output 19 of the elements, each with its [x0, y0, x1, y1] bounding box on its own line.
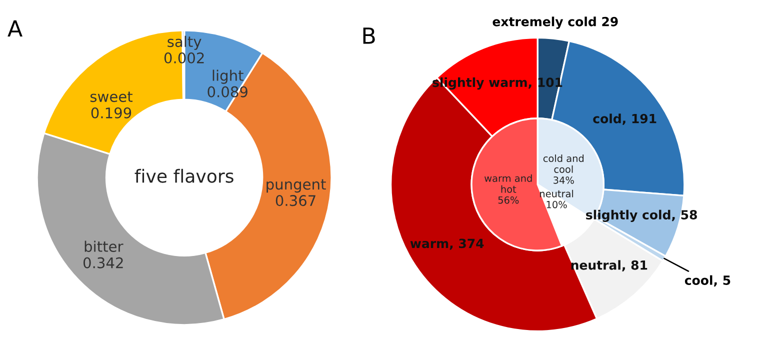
data-label: 0.367 — [276, 195, 316, 206]
data-label: extremely cold 29 — [492, 16, 618, 29]
data-label: slightly cold, 58 — [586, 210, 697, 222]
slice-label: light — [212, 70, 244, 84]
data-label: warm and hot 56% — [484, 174, 532, 204]
slice-label: sweet — [90, 92, 132, 102]
data-label: 0.002 — [164, 52, 204, 64]
data-label: 0.342 — [83, 257, 123, 268]
text: B — [363, 28, 375, 44]
slice-label: bitter — [84, 240, 124, 252]
data-label: cold, 191 — [593, 114, 656, 125]
text: A — [8, 20, 22, 37]
data-label: 0.199 — [91, 107, 132, 118]
slice-label: salty — [168, 36, 202, 50]
data-label: warm, 374 — [410, 238, 484, 250]
data-label: cool, 5 — [684, 275, 730, 287]
data-label: neutral 10% — [540, 190, 574, 208]
slice-label: pungent — [266, 179, 326, 193]
text: five flavors — [134, 168, 234, 183]
